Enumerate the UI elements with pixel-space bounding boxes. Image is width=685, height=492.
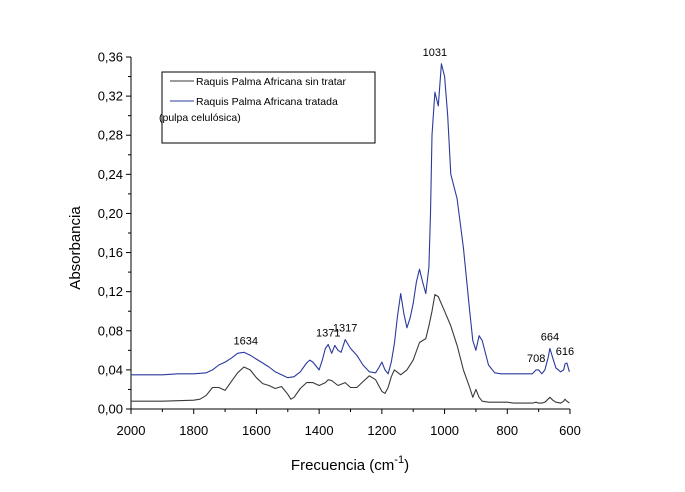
y-tick-label: 0,28 xyxy=(98,128,123,143)
x-tick-label: 800 xyxy=(496,423,518,438)
x-tick-label: 1200 xyxy=(367,423,396,438)
y-tick-label: 0,32 xyxy=(98,89,123,104)
y-tick-label: 0,24 xyxy=(98,167,123,182)
y-tick-label: 0,12 xyxy=(98,284,123,299)
x-axis-title-sup: -1 xyxy=(394,454,404,466)
x-axis-title-main: Frecuencia (cm xyxy=(291,457,394,474)
y-tick-label: 0,36 xyxy=(98,50,123,65)
peak-label-708: 708 xyxy=(527,353,545,365)
y-tick-label: 0,08 xyxy=(98,323,123,338)
legend-note: (pulpa celulósica) xyxy=(159,112,241,124)
x-tick-label: 1800 xyxy=(179,423,208,438)
x-tick-label: 2000 xyxy=(117,423,146,438)
legend-label: Raquis Palma Africana tratada xyxy=(196,96,338,108)
x-tick-label: 1600 xyxy=(242,423,271,438)
peak-label-1634: 1634 xyxy=(234,335,258,347)
series-line-treated xyxy=(131,63,570,379)
series-layer xyxy=(131,63,570,404)
y-tick-label: 0,16 xyxy=(98,245,123,260)
y-axis-title: Absorbancia xyxy=(67,206,84,290)
series-line-untreated xyxy=(131,294,570,404)
legend: Raquis Palma Africana sin tratar Raquis P… xyxy=(159,71,376,144)
legend-label: Raquis Palma Africana sin tratar xyxy=(196,76,346,88)
x-tick-label: 1000 xyxy=(430,423,459,438)
peak-label-1371: 1371 xyxy=(316,327,340,339)
peak-label-664: 664 xyxy=(541,331,559,343)
x-axis: 2000 1800 1600 1400 1200 1000 800 600 xyxy=(117,409,581,438)
x-tick-label: 1400 xyxy=(305,423,334,438)
y-tick-label: 0,20 xyxy=(98,206,123,221)
x-axis-title-close: ) xyxy=(404,457,409,474)
x-tick-label: 600 xyxy=(559,423,581,438)
y-tick-label: 0,00 xyxy=(98,402,123,417)
peak-label-1317: 1317 xyxy=(333,323,357,335)
peak-label-1031: 1031 xyxy=(423,47,447,59)
peak-label-616: 616 xyxy=(556,346,574,358)
x-axis-title: Frecuencia (cm-1) xyxy=(291,454,409,474)
legend-box xyxy=(161,71,376,144)
y-tick-label: 0,04 xyxy=(98,362,123,377)
y-axis: 0,00 0,04 0,08 0,12 0,16 0,20 0,24 0,28 0,32 0,36 xyxy=(98,50,131,417)
